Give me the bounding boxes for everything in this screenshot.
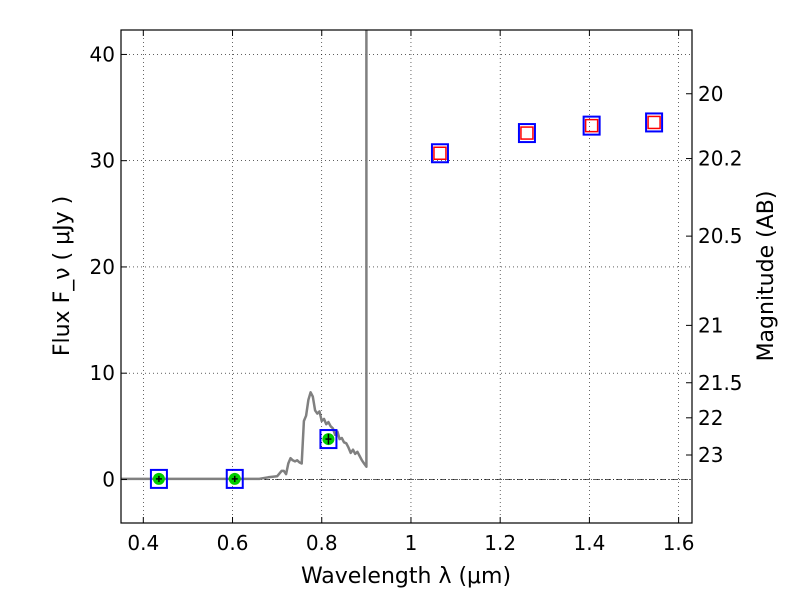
y2-axis-label: Magnitude (AB) bbox=[754, 191, 779, 362]
y-tick-label: 0 bbox=[102, 467, 115, 491]
model-flux-marker bbox=[584, 118, 599, 133]
x-tick-label: 0.4 bbox=[127, 531, 159, 555]
band-box-marker bbox=[645, 112, 664, 133]
model-flux-marker bbox=[647, 115, 661, 130]
y2-tick-label: 20.5 bbox=[698, 224, 743, 248]
band-box-marker bbox=[430, 143, 449, 164]
y2-tick-label: 20.2 bbox=[698, 147, 743, 171]
x-tick-label: 0.8 bbox=[306, 531, 338, 555]
y2-tick-label: 20 bbox=[698, 82, 723, 106]
x-tick-label: 1.6 bbox=[663, 531, 695, 555]
y2-tick-label: 23 bbox=[698, 443, 723, 467]
y2-tick-label: 22 bbox=[698, 406, 723, 430]
model-flux-marker bbox=[520, 126, 534, 140]
x-tick-label: 0.6 bbox=[217, 531, 249, 555]
grid-lines bbox=[121, 30, 692, 523]
model-flux-marker bbox=[433, 146, 447, 160]
x-tick-label: 1.2 bbox=[484, 531, 516, 555]
band-box-marker bbox=[225, 468, 244, 489]
x-tick-label: 1 bbox=[405, 531, 418, 555]
y2-tick-label: 21.5 bbox=[698, 371, 743, 395]
band-box-marker bbox=[582, 115, 601, 136]
y2-tick-label: 21 bbox=[698, 313, 723, 337]
band-box-marker bbox=[517, 123, 536, 144]
y-tick-label: 10 bbox=[90, 361, 115, 385]
band-box-marker bbox=[319, 429, 338, 450]
y-axis-label: Flux F_ν ( μJy ) bbox=[50, 196, 75, 356]
model-spectrum-line bbox=[121, 30, 368, 481]
y-tick-label: 30 bbox=[90, 149, 115, 173]
plot-frame bbox=[120, 29, 693, 524]
axis-ticks: 0.4 0.6 0.8 1 1.2 1.4 1.6 0 10 20 30 40 20 20.2 20.5 21… bbox=[90, 30, 743, 555]
plot-series bbox=[121, 30, 664, 489]
y-tick-label: 40 bbox=[90, 42, 115, 66]
y-tick-label: 20 bbox=[90, 255, 115, 279]
x-axis-label: Wavelength λ (μm) bbox=[301, 564, 511, 589]
band-box-marker bbox=[149, 468, 168, 489]
x-tick-label: 1.4 bbox=[573, 531, 605, 555]
